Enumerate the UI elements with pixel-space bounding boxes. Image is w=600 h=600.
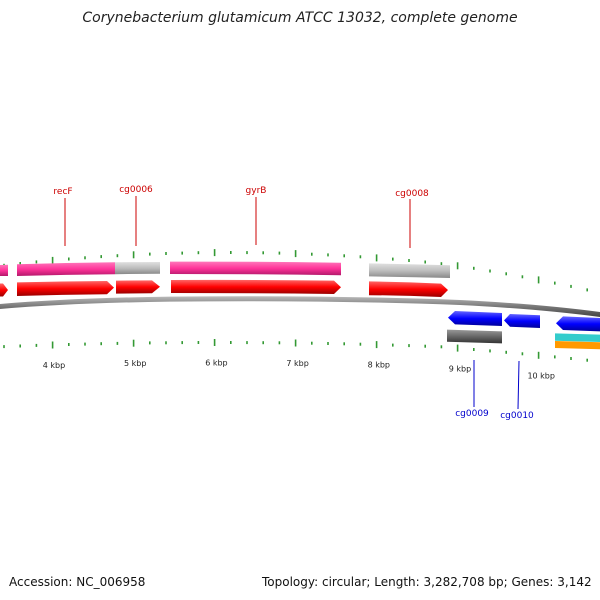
gene-segment-cg0006 [115, 262, 160, 275]
reverse-cds-track [448, 311, 600, 332]
cds-arrow-cg0009 [448, 311, 502, 326]
label-recf: recF [53, 187, 72, 197]
label-cg0009: cg0009 [455, 409, 489, 419]
gene-segment-cyan [555, 333, 600, 342]
genome-stats-text: Topology: circular; Length: 3,282,708 bp… [262, 575, 592, 589]
cds-arrow-gyrb [171, 279, 341, 294]
cds-arrow-cg0010 [504, 314, 540, 328]
gene-segment-recf [17, 262, 115, 276]
cds-arrow-left-edge [0, 283, 8, 297]
scale-label: 5 kbp [124, 359, 146, 368]
label-gyrb: gyrB [246, 186, 267, 196]
cds-arrow-recf [17, 281, 114, 296]
map-title: Corynebacterium glutamicum ATCC 13032, c… [82, 10, 518, 26]
cds-arrow-cg0006 [116, 280, 160, 294]
scale-label: 8 kbp [368, 361, 390, 370]
gene-segment-gyrb [170, 261, 341, 276]
scale-labels: 4 kbp 5 kbp 6 kbp 7 kbp 8 kbp 9 kbp 10 kbp [43, 359, 555, 381]
cds-arrow-cg0008 [369, 281, 448, 297]
scale-label: 9 kbp [449, 364, 471, 373]
label-cg0008: cg0008 [395, 189, 429, 199]
forward-cds-track [0, 279, 448, 297]
gene-segment-left-edge [0, 264, 8, 276]
scale-label: 10 kbp [527, 372, 555, 381]
scale-label: 7 kbp [286, 359, 308, 368]
genome-backbone [0, 296, 600, 317]
accession-text: Accession: NC_006958 [9, 575, 146, 589]
inner-tick-marks [3, 339, 589, 362]
cds-arrow-right-edge [556, 316, 600, 332]
gene-segment-orange [555, 341, 600, 350]
label-cg0006: cg0006 [119, 185, 153, 195]
outer-tick-marks [3, 249, 589, 292]
scale-label: 6 kbp [205, 359, 227, 368]
reverse-gene-track [447, 329, 600, 350]
reverse-gene-labels: cg0009 cg0010 [455, 360, 534, 421]
scale-label: 4 kbp [43, 361, 65, 370]
forward-gene-labels: recF cg0006 gyrB cg0008 [53, 185, 429, 248]
gene-segment-cg0009 [447, 329, 502, 344]
label-cg0010: cg0010 [500, 411, 534, 421]
forward-gene-track [0, 261, 450, 278]
leader-line-cg0010 [517, 360, 520, 410]
gene-segment-cg0008 [369, 263, 450, 278]
